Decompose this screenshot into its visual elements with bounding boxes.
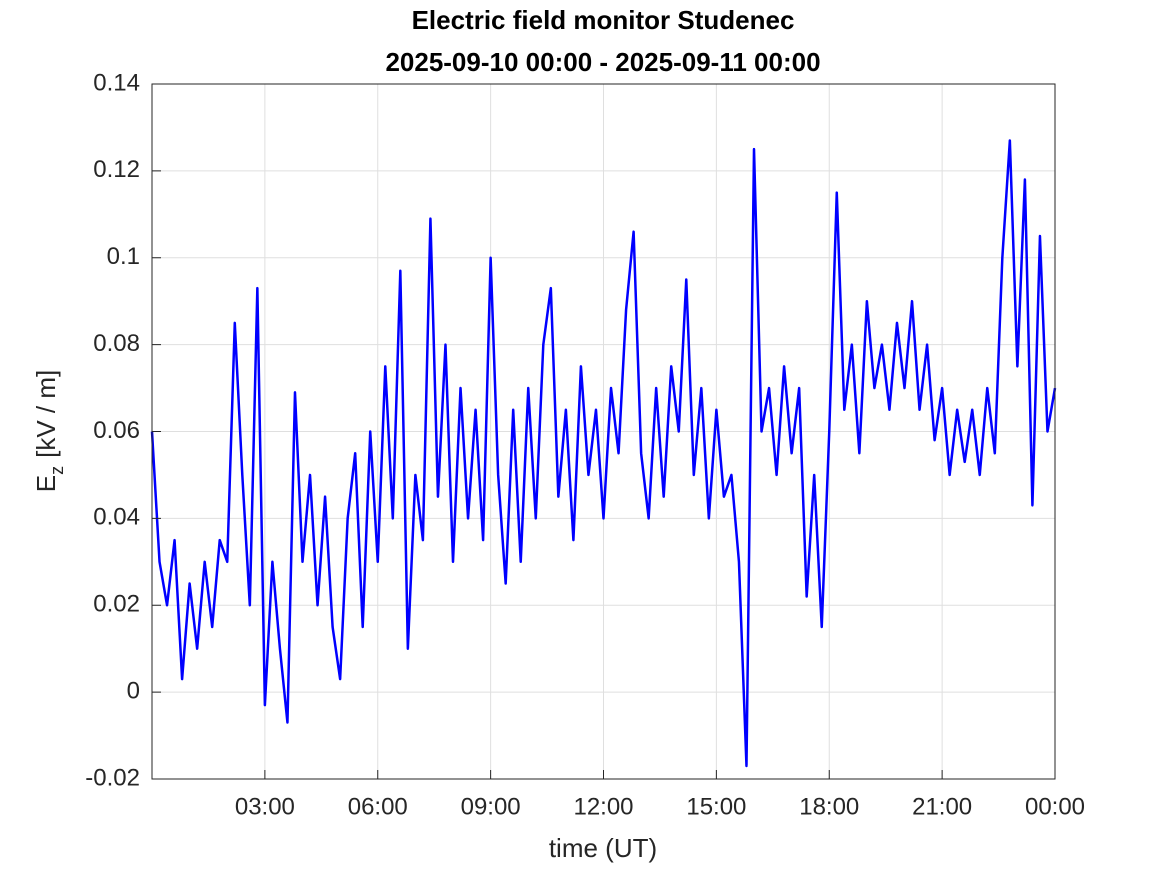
- plot: [150, 139, 1057, 768]
- x-tick-label: 12:00: [573, 793, 633, 820]
- y-tick-label: -0.02: [85, 764, 140, 791]
- data-line: [150, 139, 1057, 768]
- y-label-symbol: E: [31, 475, 61, 492]
- y-tick-label: 0.06: [93, 417, 140, 444]
- y-tick-label: 0.14: [93, 69, 140, 96]
- x-tick-label: 00:00: [1025, 793, 1085, 820]
- chart-title: Electric field monitor Studenec: [412, 5, 795, 35]
- chart-subtitle: 2025-09-10 00:00 - 2025-09-11 00:00: [385, 47, 820, 77]
- y-tick-label: 0.04: [93, 504, 140, 531]
- x-tick-label: 21:00: [912, 793, 972, 820]
- y-tick-label: 0: [127, 677, 140, 704]
- x-axis-label: time (UT): [549, 833, 657, 863]
- x-tick-label: 03:00: [235, 793, 295, 820]
- x-tick-label: 18:00: [799, 793, 859, 820]
- y-label-subscript: z: [47, 466, 67, 475]
- y-tick-label: 0.02: [93, 591, 140, 618]
- x-tick-label: 15:00: [686, 793, 746, 820]
- y-tick-label: 0.08: [93, 330, 140, 357]
- y-tick-label: 0.1: [107, 243, 140, 270]
- y-label-unit: [kV / m]: [31, 370, 61, 458]
- x-tick-label: 09:00: [461, 793, 521, 820]
- x-tick-label: 06:00: [348, 793, 408, 820]
- y-axis-label: Ez [kV / m]: [31, 370, 67, 492]
- y-tick-label: 0.12: [93, 156, 140, 183]
